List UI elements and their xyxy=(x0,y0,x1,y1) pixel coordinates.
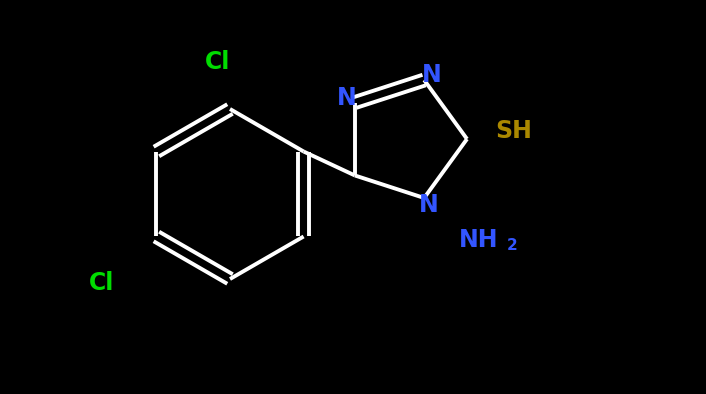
Text: N: N xyxy=(337,85,357,110)
Text: Cl: Cl xyxy=(89,271,114,296)
Text: N: N xyxy=(422,63,442,87)
Text: Cl: Cl xyxy=(205,50,231,74)
Text: NH: NH xyxy=(459,228,498,252)
Text: N: N xyxy=(419,193,439,217)
Text: 2: 2 xyxy=(507,238,518,253)
Text: SH: SH xyxy=(495,119,532,143)
